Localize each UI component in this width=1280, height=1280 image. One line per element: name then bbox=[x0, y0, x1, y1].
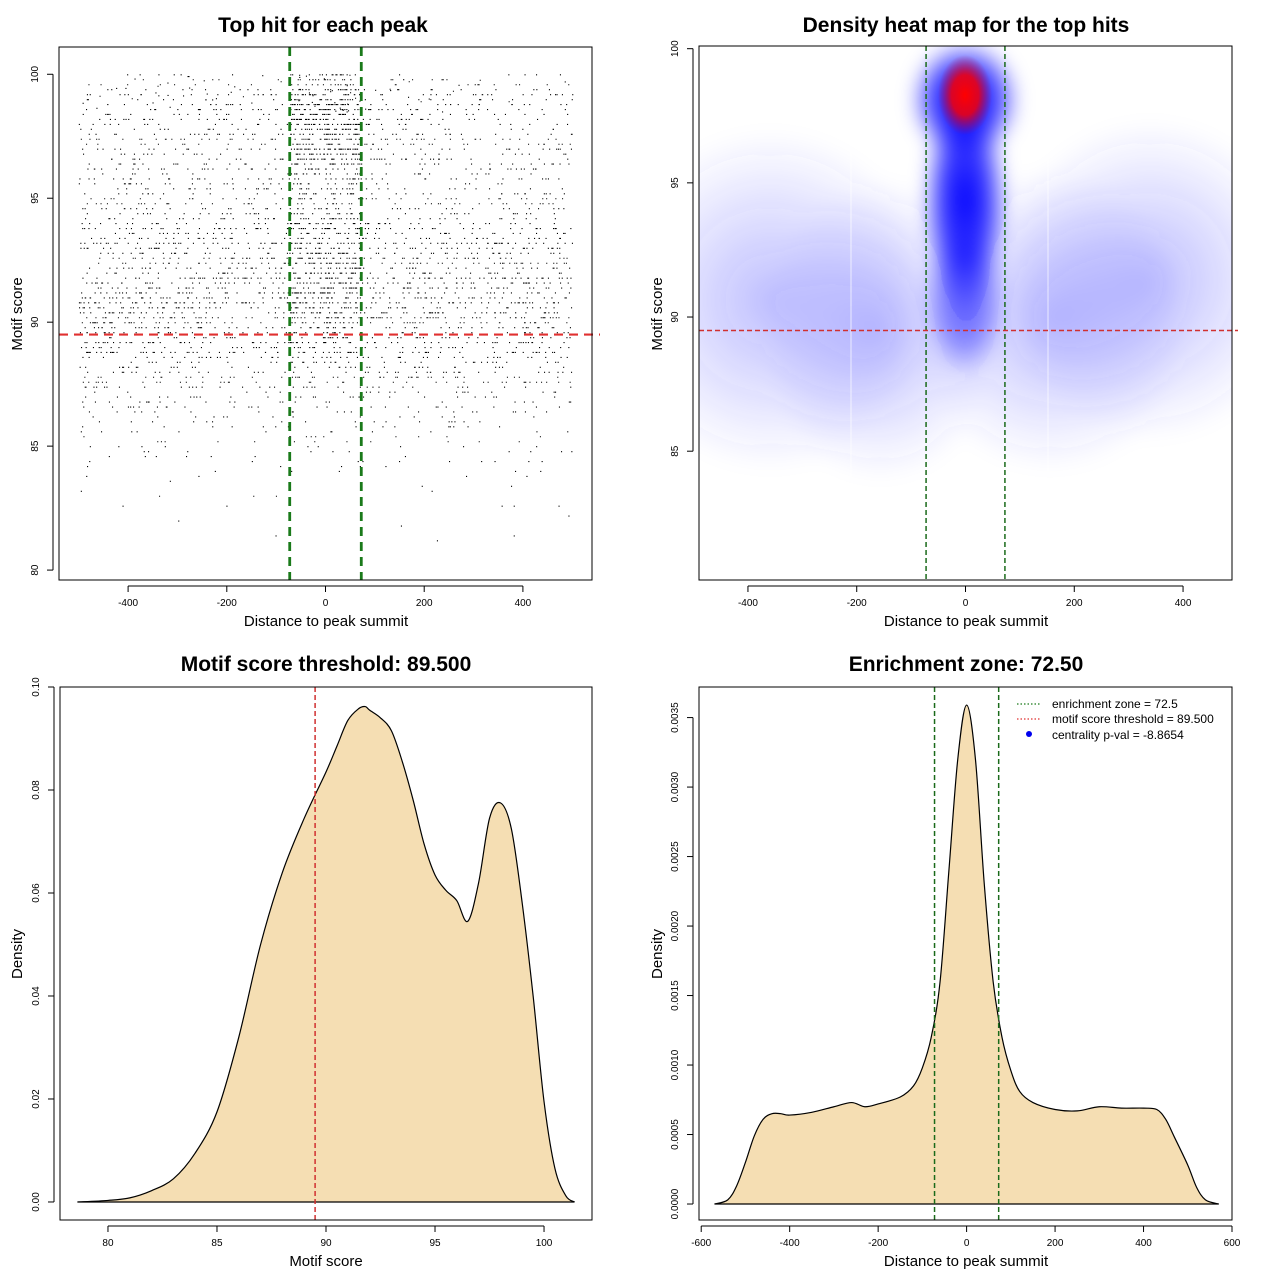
x-tick-label: -200 bbox=[217, 598, 237, 609]
axes: -600 -400 -200 0 200 400 600 0.0000 0.0005 0.0010… bbox=[670, 702, 1241, 1249]
y-tick-label: 0.06 bbox=[31, 883, 42, 903]
x-tick-label: 400 bbox=[1135, 1238, 1152, 1249]
y-tick-label: 0.02 bbox=[31, 1089, 42, 1109]
y-tick-label: 0.08 bbox=[31, 780, 42, 800]
x-axis-label: Distance to peak summit bbox=[884, 613, 1049, 630]
legend-label-pval: centrality p-val = -8.8654 bbox=[1052, 728, 1184, 742]
density-line bbox=[77, 705, 575, 1203]
y-tick-label: 95 bbox=[670, 177, 681, 189]
legend: enrichment zone = 72.5 motif score thres… bbox=[1017, 697, 1214, 742]
density-curve bbox=[77, 687, 575, 1220]
chart-title: Density heat map for the top hits bbox=[803, 14, 1130, 37]
y-axis-label: Density bbox=[9, 928, 26, 979]
x-tick-label: -200 bbox=[868, 1238, 888, 1249]
plot-frame bbox=[59, 686, 593, 1221]
y-tick-label: 0.0020 bbox=[670, 910, 681, 941]
x-tick-label: -400 bbox=[780, 1238, 800, 1249]
reference-lines bbox=[699, 46, 1238, 580]
chart-title: Enrichment zone: 72.50 bbox=[849, 653, 1084, 676]
scatter-panel: Top hit for each peak -400 -200 0 200 400 80 8… bbox=[9, 14, 600, 630]
y-tick-label: 0.10 bbox=[31, 677, 42, 697]
reference-lines bbox=[59, 47, 600, 580]
y-tick-label: 0.00 bbox=[31, 1192, 42, 1212]
chart-title: Motif score threshold: 89.500 bbox=[181, 653, 472, 676]
axes: -400 -200 0 200 400 85 90 95 100 bbox=[670, 40, 1192, 609]
x-tick-label: 200 bbox=[1047, 1238, 1064, 1249]
x-tick-label: 600 bbox=[1224, 1238, 1241, 1249]
x-axis-label: Motif score bbox=[289, 1253, 362, 1270]
scatter-point-cloud bbox=[78, 74, 574, 542]
y-axis-label: Motif score bbox=[649, 277, 666, 350]
score-density-panel: Motif score threshold: 89.500 80 85 90 95 10… bbox=[9, 653, 593, 1270]
y-tick-label: 0.0030 bbox=[670, 771, 681, 802]
x-tick-label: 400 bbox=[1175, 598, 1192, 609]
y-tick-label: 0.0010 bbox=[670, 1049, 681, 1080]
x-tick-label: 100 bbox=[536, 1238, 553, 1249]
heatmap-panel: Density heat map for the top hits -400 -2… bbox=[649, 14, 1238, 630]
plot-frame bbox=[698, 686, 1233, 1221]
x-tick-label: -200 bbox=[847, 598, 867, 609]
plot-frame bbox=[58, 46, 593, 581]
x-tick-label: 0 bbox=[963, 598, 969, 609]
chart-title: Top hit for each peak bbox=[218, 14, 428, 37]
scatter-points bbox=[78, 74, 574, 542]
density-fill bbox=[714, 705, 1219, 1205]
y-tick-label: 0.0025 bbox=[670, 841, 681, 872]
plot-frame bbox=[698, 45, 1233, 581]
y-tick-label: 80 bbox=[30, 564, 41, 576]
legend-key-pval bbox=[1026, 731, 1032, 737]
heatmap-area bbox=[699, 46, 1232, 580]
density-line bbox=[714, 704, 1219, 1205]
y-tick-label: 95 bbox=[30, 192, 41, 204]
y-tick-label: 0.0005 bbox=[670, 1119, 681, 1150]
y-tick-label: 100 bbox=[670, 40, 681, 57]
legend-label-threshold: motif score threshold = 89.500 bbox=[1052, 712, 1214, 726]
density-fill bbox=[77, 706, 575, 1202]
y-axis-label: Density bbox=[649, 928, 666, 979]
x-tick-label: 400 bbox=[515, 598, 532, 609]
y-tick-label: 0.04 bbox=[31, 986, 42, 1006]
x-axis-label: Distance to peak summit bbox=[244, 613, 409, 630]
x-tick-label: -600 bbox=[691, 1238, 711, 1249]
x-tick-label: -400 bbox=[738, 598, 758, 609]
x-tick-label: 200 bbox=[1066, 598, 1083, 609]
x-tick-label: 90 bbox=[320, 1238, 332, 1249]
x-tick-label: 200 bbox=[416, 598, 433, 609]
y-tick-label: 90 bbox=[670, 311, 681, 323]
distance-density-panel: Enrichment zone: 72.50 -600 -400 -200 0 200 4… bbox=[649, 653, 1241, 1270]
x-tick-label: 85 bbox=[211, 1238, 223, 1249]
axes: -400 -200 0 200 400 80 85 90 95 100 bbox=[30, 65, 532, 609]
y-tick-label: 0.0035 bbox=[670, 702, 681, 733]
x-tick-label: -400 bbox=[118, 598, 138, 609]
x-tick-label: 95 bbox=[429, 1238, 441, 1249]
y-tick-label: 0.0000 bbox=[670, 1188, 681, 1219]
density-curve bbox=[714, 687, 1219, 1220]
y-tick-label: 0.0015 bbox=[670, 980, 681, 1011]
density-hotspot bbox=[938, 55, 992, 135]
y-tick-label: 90 bbox=[30, 316, 41, 328]
x-axis-label: Distance to peak summit bbox=[884, 1253, 1049, 1270]
legend-label-enrichment: enrichment zone = 72.5 bbox=[1052, 697, 1178, 711]
axes: 80 85 90 95 100 0.00 0.02 0.04 0.06 0.08 0.10 bbox=[31, 677, 553, 1249]
y-tick-label: 100 bbox=[30, 65, 41, 82]
y-tick-label: 85 bbox=[670, 445, 681, 457]
y-tick-label: 85 bbox=[30, 440, 41, 452]
x-tick-label: 0 bbox=[964, 1238, 970, 1249]
y-axis-label: Motif score bbox=[9, 277, 26, 350]
x-tick-label: 0 bbox=[323, 598, 329, 609]
density-surface bbox=[699, 46, 1232, 480]
x-tick-label: 80 bbox=[102, 1238, 114, 1249]
